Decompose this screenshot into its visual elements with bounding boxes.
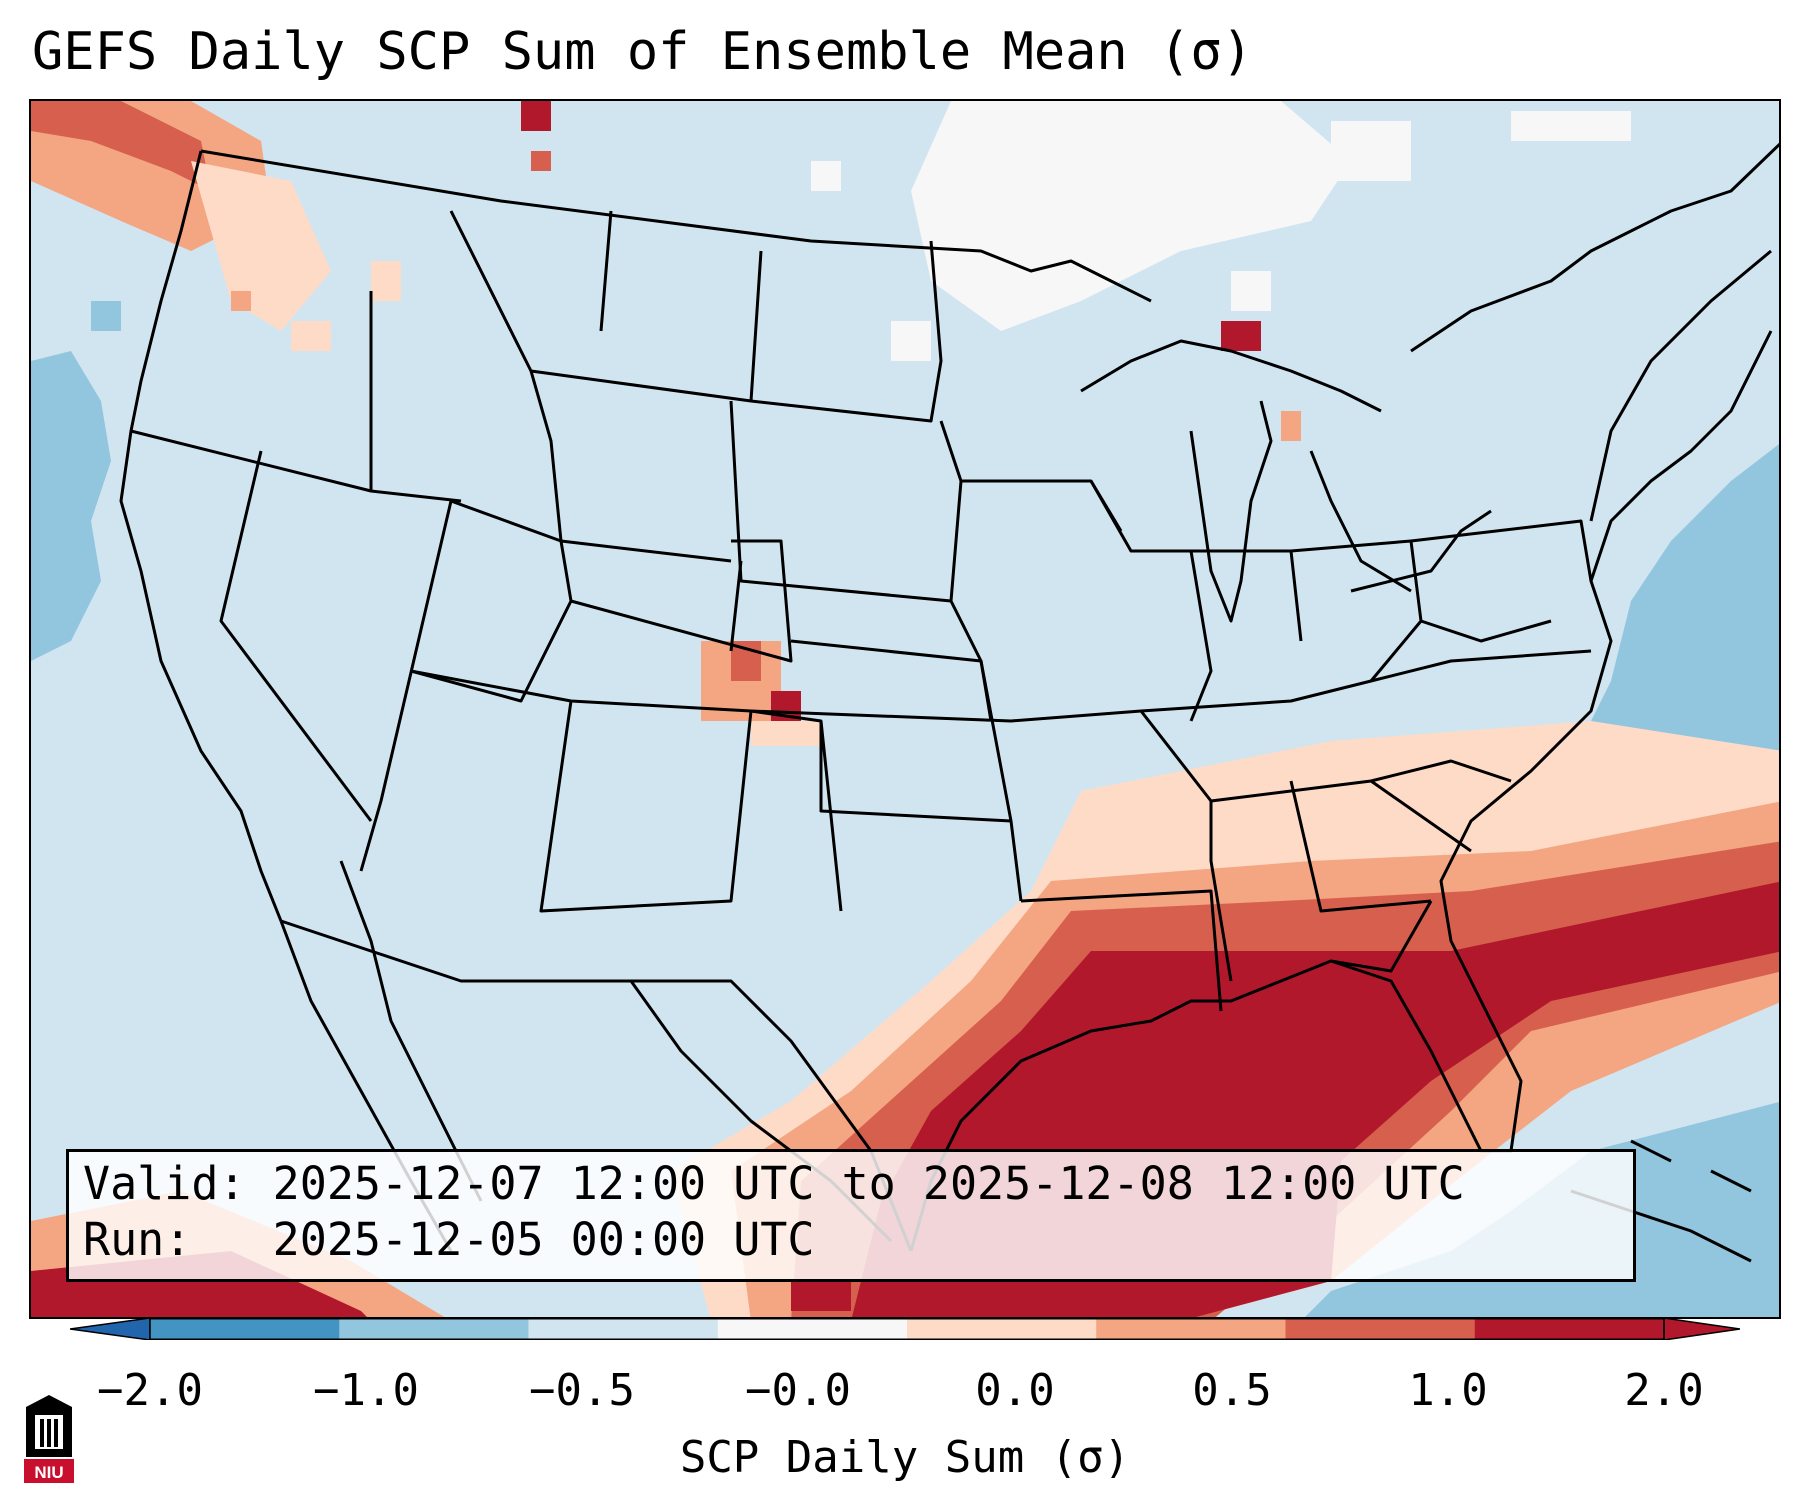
tick-label: 2.0 <box>1624 1365 1704 1416</box>
colorbar-segment <box>528 1318 719 1340</box>
anomaly-map <box>31 101 1779 1317</box>
pacific-nw-positive <box>31 101 551 351</box>
valid-time-text: Valid: 2025-12-07 12:00 UTC to 2025-12-0… <box>83 1157 1465 1210</box>
colorbar-label: SCP Daily Sum (σ) <box>679 1432 1131 1483</box>
tick-label: −0.5 <box>529 1365 635 1416</box>
colorbar-segment <box>1096 1318 1286 1340</box>
colorbar-segment <box>717 1318 908 1340</box>
colorbar-segment <box>339 1318 529 1340</box>
colorbar-segment <box>1474 1318 1665 1340</box>
colorbar-under-arrow <box>70 1318 151 1340</box>
run-time-text: Run: 2025-12-05 00:00 UTC <box>83 1213 815 1266</box>
plains-positive <box>701 321 1301 746</box>
map-title: GEFS Daily SCP Sum of Ensemble Mean (σ) <box>32 22 1253 82</box>
tick-label: 1.0 <box>1408 1365 1488 1416</box>
niu-logo-icon: NIU <box>24 1395 74 1483</box>
tick-label: −0.0 <box>745 1365 851 1416</box>
colorbar <box>70 1318 1740 1340</box>
map-panel <box>29 99 1781 1319</box>
tick-label: −2.0 <box>97 1365 203 1416</box>
colorbar-segment <box>150 1318 340 1340</box>
colorbar-segment <box>907 1318 1097 1340</box>
colorbar-segment <box>1285 1318 1476 1340</box>
tick-label: 0.5 <box>1192 1365 1272 1416</box>
state-boundaries <box>119 142 1779 1252</box>
colorbar-frame <box>149 1318 1665 1340</box>
near-zero-patches <box>811 101 1631 361</box>
tick-label: 0.0 <box>975 1365 1055 1416</box>
valid-time-box: Valid: 2025-12-07 12:00 UTC to 2025-12-0… <box>66 1149 1636 1282</box>
logo-text: NIU <box>34 1463 63 1482</box>
tick-label: −1.0 <box>313 1365 419 1416</box>
colorbar-over-arrow <box>1663 1318 1740 1340</box>
